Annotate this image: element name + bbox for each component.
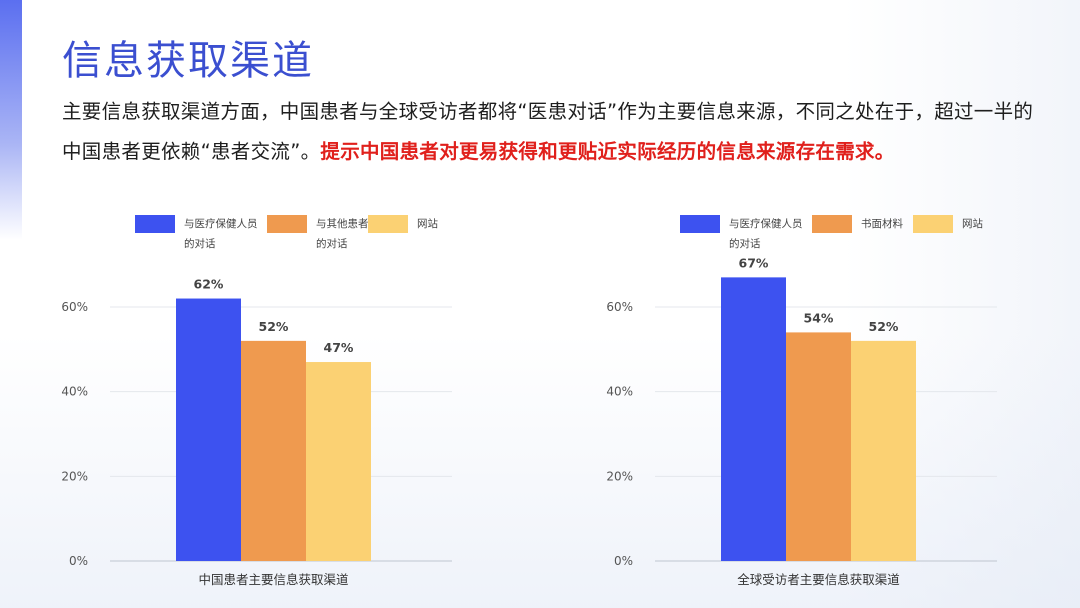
legend-label: 网站 xyxy=(417,217,438,230)
legend-swatch xyxy=(267,215,307,233)
legend-swatch xyxy=(812,215,852,233)
data-label: 67% xyxy=(739,255,769,270)
data-label: 62% xyxy=(194,277,224,292)
legend-label: 与医疗保健人员 xyxy=(729,217,803,230)
summary-paragraph: 主要信息获取渠道方面，中国患者与全球受访者都将“医患对话”作为主要信息来源，不同… xyxy=(62,92,1037,172)
data-label: 47% xyxy=(324,340,354,355)
y-tick-label: 60% xyxy=(61,300,88,314)
y-tick-label: 0% xyxy=(614,554,633,568)
data-label: 52% xyxy=(259,319,289,334)
legend-swatch xyxy=(368,215,408,233)
summary-text: 主要信息获取渠道方面，中国患者与全球受访者都将“医患对话”作为主要信息来源，不同… xyxy=(62,100,1034,163)
y-tick-label: 60% xyxy=(606,300,633,314)
legend-swatch xyxy=(135,215,175,233)
legend-swatch xyxy=(913,215,953,233)
data-label: 54% xyxy=(804,310,834,325)
bar xyxy=(176,298,241,561)
legend-label: 网站 xyxy=(962,217,983,230)
legend-label: 与医疗保健人员 xyxy=(184,217,258,230)
bar xyxy=(306,362,371,561)
summary-highlight: 提示中国患者对更易获得和更贴近实际经历的信息来源存在需求。 xyxy=(320,140,895,163)
bar xyxy=(721,277,786,561)
legend-label: 与其他患者 xyxy=(316,217,369,230)
y-tick-label: 40% xyxy=(61,385,88,399)
accent-bar xyxy=(0,0,22,240)
y-tick-label: 0% xyxy=(69,554,88,568)
bar xyxy=(241,340,306,561)
y-tick-label: 20% xyxy=(61,469,88,483)
legend-label: 书面材料 xyxy=(861,217,903,230)
y-tick-label: 40% xyxy=(606,385,633,399)
x-axis-label: 全球受访者主要信息获取渠道 xyxy=(737,572,900,587)
legend-label: 的对话 xyxy=(184,237,216,250)
data-label: 52% xyxy=(869,319,899,334)
legend-swatch xyxy=(680,215,720,233)
china-channel-chart: 0%20%40%60%62%52%47%中国患者主要信息获取渠道与医疗保健人员的… xyxy=(61,215,452,587)
bar xyxy=(786,332,851,561)
page-title: 信息获取渠道 xyxy=(62,38,314,84)
legend-label: 的对话 xyxy=(316,237,348,250)
bar xyxy=(851,340,916,561)
x-axis-label: 中国患者主要信息获取渠道 xyxy=(198,572,349,587)
y-tick-label: 20% xyxy=(606,469,633,483)
global-channel-chart: 0% 20% 40% 60% 67% 54% 52% 全球受访者主要信息获取渠道 与医疗保健人员… xyxy=(606,215,997,587)
legend-label: 的对话 xyxy=(729,237,761,250)
